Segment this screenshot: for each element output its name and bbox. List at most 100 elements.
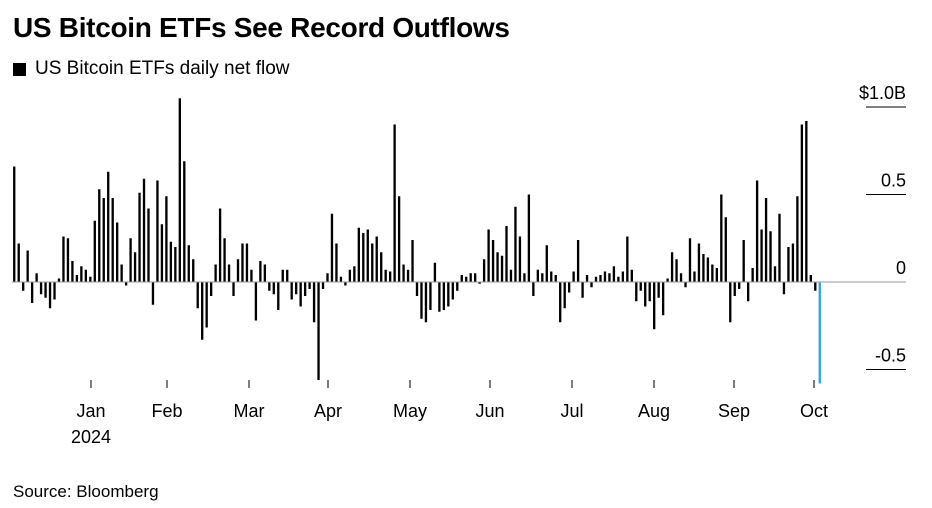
bar	[594, 276, 598, 282]
bar	[187, 245, 190, 282]
bar	[107, 171, 110, 282]
bar	[339, 276, 343, 282]
bar	[724, 217, 727, 282]
bar	[308, 282, 311, 289]
bar	[57, 278, 61, 282]
bar	[796, 196, 799, 282]
bar	[541, 273, 544, 282]
bar	[397, 196, 401, 282]
bar	[277, 282, 280, 310]
bar	[469, 273, 472, 282]
bar	[362, 233, 365, 282]
bar	[250, 269, 253, 282]
bar	[138, 192, 141, 282]
bar	[805, 121, 808, 282]
x-tick-label: May	[393, 401, 427, 421]
bar	[80, 266, 83, 282]
bar	[272, 282, 275, 295]
x-tick-label: Sep	[718, 401, 750, 421]
bar	[599, 275, 602, 282]
bar	[572, 271, 575, 282]
bar	[433, 262, 437, 282]
bar	[26, 250, 29, 282]
bar	[514, 206, 517, 282]
bar	[71, 261, 74, 282]
bar	[384, 269, 387, 282]
bar	[183, 161, 186, 282]
bar	[711, 264, 714, 282]
bar	[160, 224, 164, 282]
bar	[738, 282, 741, 289]
bar	[474, 273, 477, 282]
bar	[317, 282, 320, 380]
bar	[227, 264, 231, 282]
bar	[53, 282, 56, 300]
bar	[550, 271, 553, 282]
bar	[482, 259, 486, 282]
bar	[621, 271, 625, 282]
bar	[348, 269, 352, 282]
bar	[545, 245, 548, 282]
bar	[536, 269, 539, 282]
bar	[411, 240, 414, 282]
bar	[402, 264, 405, 282]
bar	[465, 276, 468, 282]
bar	[192, 259, 195, 282]
bar	[491, 240, 495, 282]
bar	[66, 238, 70, 282]
bar	[299, 282, 302, 307]
bar	[653, 282, 656, 330]
bar	[670, 252, 674, 282]
bar	[518, 236, 522, 282]
bar	[290, 282, 293, 300]
bar	[675, 259, 678, 282]
x-tick-label: Mar	[234, 401, 265, 421]
bar	[523, 273, 526, 282]
bar	[657, 282, 660, 298]
bar	[129, 238, 132, 282]
bar	[48, 282, 52, 309]
bar	[406, 269, 410, 282]
bar	[151, 282, 155, 305]
bar	[438, 282, 441, 312]
x-tick-label: Apr	[314, 401, 342, 421]
bar	[174, 247, 177, 282]
bar	[22, 282, 25, 291]
bar	[733, 282, 736, 296]
bar	[120, 264, 123, 282]
bar	[787, 247, 790, 282]
bar	[424, 282, 428, 323]
bar	[165, 196, 168, 282]
y-tick-label: -0.5	[875, 346, 906, 366]
bar	[773, 266, 777, 282]
bar	[353, 266, 356, 282]
y-axis: $1.0B 0.5 0 -0.5	[859, 83, 906, 370]
bar	[729, 282, 732, 323]
x-tick-label: Oct	[800, 401, 828, 421]
bar	[639, 282, 642, 291]
bar	[223, 238, 226, 282]
bar	[330, 213, 334, 282]
bar	[782, 282, 786, 295]
bar	[312, 282, 316, 323]
bar	[366, 229, 369, 282]
bar	[755, 180, 759, 282]
bar	[344, 282, 347, 286]
bar	[169, 241, 173, 282]
bar	[62, 236, 65, 282]
bar	[626, 236, 629, 282]
x-axis: Jan 2024 Feb Mar Apr May Jun Jul Aug Sep Oct	[71, 380, 828, 447]
bar	[178, 98, 181, 282]
bar	[661, 282, 665, 316]
bar	[196, 282, 199, 309]
bar	[814, 282, 817, 291]
bar	[268, 282, 271, 291]
x-tick-label: Jul	[560, 401, 583, 421]
x-tick-label: Aug	[638, 401, 670, 421]
bar	[44, 282, 47, 298]
bar	[295, 282, 298, 295]
bar	[532, 282, 535, 296]
bar	[527, 194, 531, 282]
bar	[581, 282, 584, 298]
bar	[111, 198, 114, 282]
